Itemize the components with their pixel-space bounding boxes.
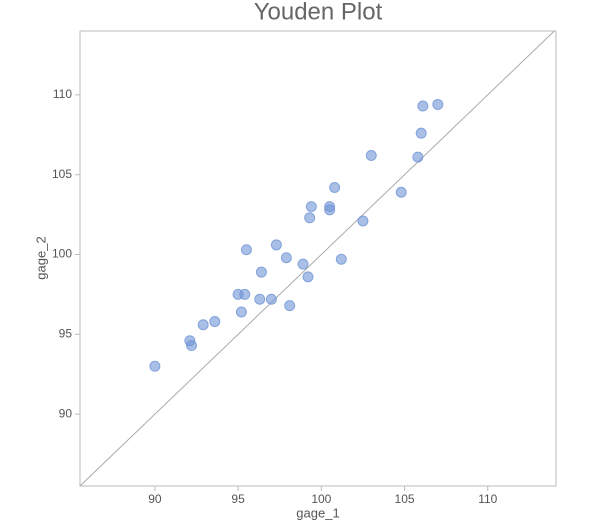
point bbox=[395, 186, 407, 198]
point bbox=[335, 253, 347, 265]
plot-frame bbox=[79, 30, 557, 487]
point bbox=[240, 244, 252, 256]
point bbox=[432, 98, 444, 110]
point bbox=[239, 288, 251, 300]
chart-title: Youden Plot bbox=[254, 0, 383, 25]
point bbox=[365, 150, 377, 162]
point bbox=[417, 100, 429, 112]
x-axis-label: gage_1 bbox=[296, 505, 339, 520]
point bbox=[304, 212, 316, 224]
x-tick-label: 105 bbox=[395, 492, 415, 506]
point bbox=[255, 266, 267, 278]
identity-line bbox=[79, 30, 555, 487]
point bbox=[302, 271, 314, 283]
point bbox=[280, 252, 292, 264]
y-axis-label: gage_2 bbox=[33, 236, 48, 279]
y-tick-label: 100 bbox=[52, 247, 72, 261]
x-tick-label: 95 bbox=[231, 492, 245, 506]
point bbox=[324, 204, 336, 216]
point bbox=[149, 360, 161, 372]
y-tick-label: 110 bbox=[53, 87, 72, 101]
point bbox=[412, 151, 424, 163]
point bbox=[357, 215, 369, 227]
x-tick-label: 110 bbox=[478, 492, 497, 506]
x-tick-label: 100 bbox=[311, 492, 331, 506]
point bbox=[305, 201, 317, 213]
point bbox=[284, 300, 296, 312]
point bbox=[265, 293, 277, 305]
point bbox=[270, 239, 282, 251]
point bbox=[329, 181, 341, 193]
point bbox=[415, 127, 427, 139]
point bbox=[209, 316, 221, 328]
point bbox=[297, 258, 309, 270]
x-tick-label: 90 bbox=[148, 492, 162, 506]
point bbox=[254, 293, 266, 305]
y-tick-label: 95 bbox=[59, 327, 73, 341]
y-tick-label: 105 bbox=[52, 167, 72, 181]
point bbox=[235, 306, 247, 318]
point bbox=[197, 319, 209, 331]
y-tick-label: 90 bbox=[59, 406, 73, 420]
point bbox=[186, 340, 198, 352]
